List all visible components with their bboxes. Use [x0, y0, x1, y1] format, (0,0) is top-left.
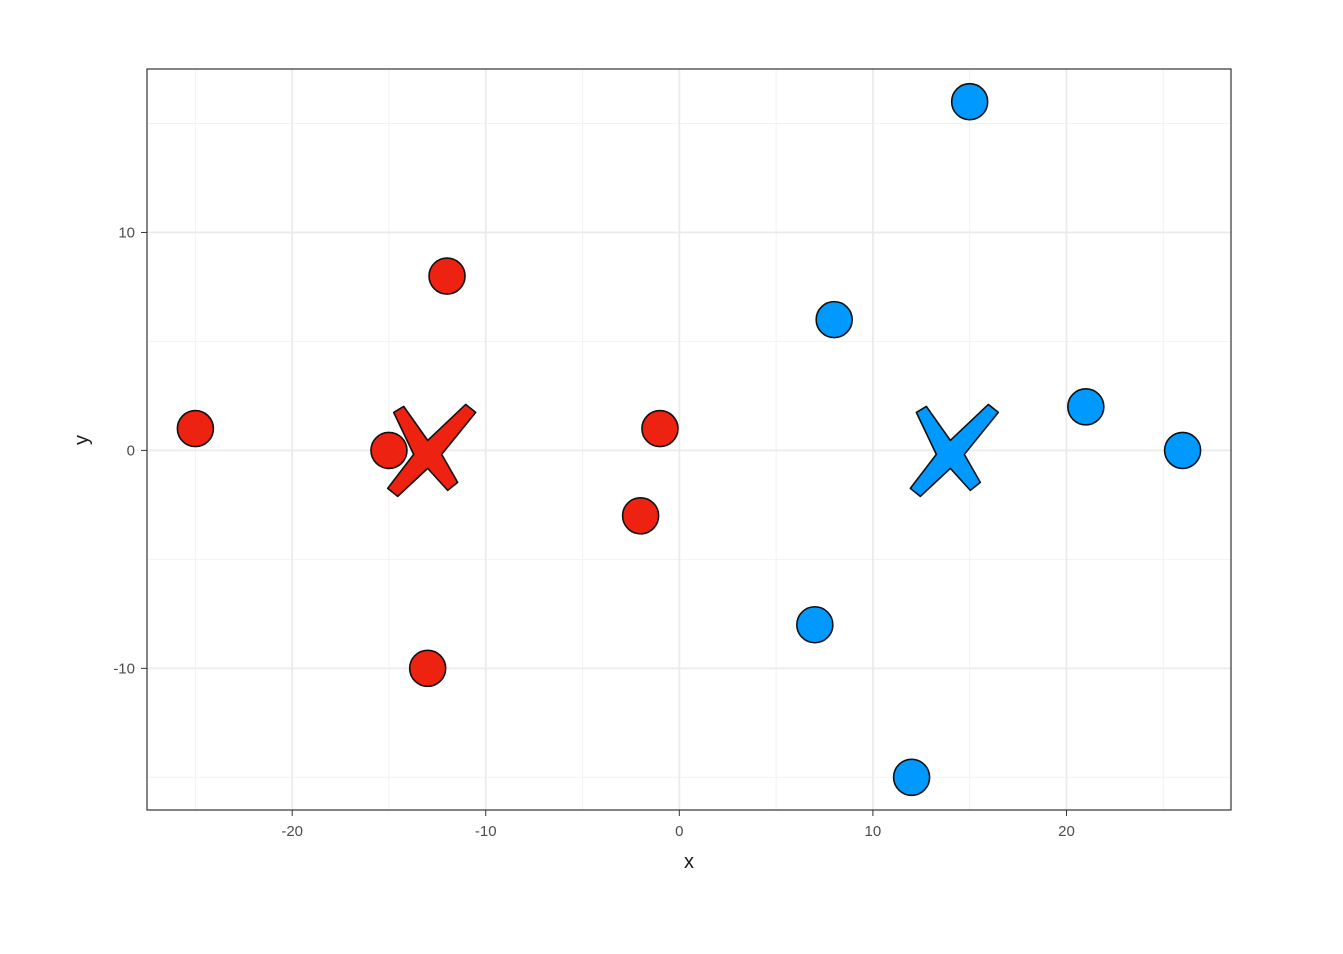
x-tick-label: 10 — [865, 823, 882, 840]
x-tick-label: -10 — [475, 823, 497, 840]
x-axis-title: x — [684, 851, 694, 873]
plot-panel-border — [146, 68, 1232, 811]
data-point — [176, 409, 215, 448]
data-point — [428, 257, 466, 295]
data-layer — [176, 82, 1202, 797]
data-point — [1163, 431, 1202, 470]
centroid-marker — [386, 403, 477, 498]
data-point — [815, 300, 853, 339]
y-tick-label: 0 — [127, 442, 135, 459]
y-tick-label: -10 — [113, 660, 135, 677]
data-point — [408, 649, 447, 688]
data-point — [370, 431, 408, 470]
plot-panel-background — [147, 69, 1231, 810]
grid-major — [147, 69, 1231, 810]
y-tick-label: 10 — [118, 224, 135, 241]
series-0 — [176, 257, 679, 688]
x-tick-label: 0 — [675, 823, 683, 840]
y-axis-title: y — [71, 435, 93, 445]
data-point — [1067, 388, 1105, 426]
data-point — [950, 82, 989, 121]
axis-tick-labels: -20 -10 0 10 20 -10 0 10 — [113, 224, 1074, 840]
axis-ticks — [141, 231, 1067, 816]
x-tick-label: 20 — [1058, 823, 1075, 840]
series-1 — [796, 82, 1202, 797]
data-point — [892, 758, 931, 797]
data-point — [621, 496, 660, 535]
data-point — [796, 605, 834, 644]
x-tick-label: -20 — [281, 823, 303, 840]
data-point — [641, 409, 679, 448]
centroid-marker — [909, 403, 1000, 498]
